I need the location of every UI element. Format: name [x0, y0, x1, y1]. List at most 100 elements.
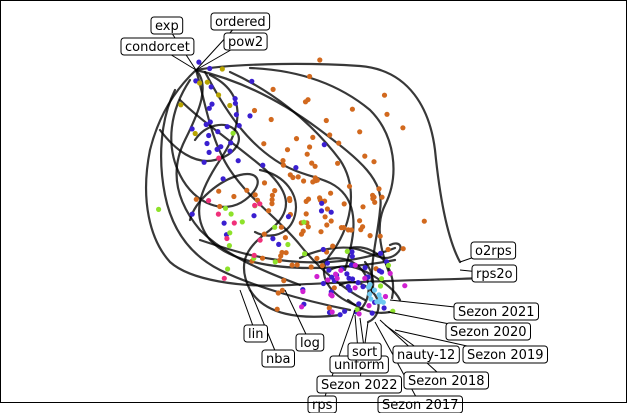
- data-point: [378, 276, 385, 282]
- data-point: [257, 237, 263, 243]
- data-point: [301, 178, 307, 184]
- label-text: ordered: [215, 15, 266, 30]
- label-sezon-2022: Sezon 2022: [316, 375, 402, 394]
- data-point: [318, 229, 324, 235]
- data-point: [376, 292, 382, 298]
- label-text: rps2o: [476, 267, 513, 282]
- data-point: [221, 220, 227, 226]
- data-point: [307, 144, 313, 150]
- data-point: [216, 188, 222, 194]
- data-point: [227, 102, 233, 109]
- data-point: [281, 278, 287, 284]
- data-point: [156, 206, 162, 212]
- data-point: [349, 249, 355, 255]
- data-point: [387, 270, 393, 276]
- data-point: [285, 241, 291, 248]
- data-point: [324, 222, 330, 228]
- label-text: condorcet: [125, 40, 190, 55]
- data-point: [384, 111, 390, 117]
- trajectory-path: [178, 98, 342, 318]
- data-point: [303, 211, 309, 217]
- trajectory-path: [228, 70, 357, 307]
- data-point: [206, 149, 212, 155]
- data-point: [270, 236, 276, 242]
- data-point: [227, 230, 233, 236]
- data-point: [232, 100, 238, 106]
- data-point: [192, 130, 198, 137]
- data-point: [261, 141, 267, 147]
- label-nba: nba: [261, 349, 295, 368]
- data-point: [349, 253, 355, 259]
- data-point: [348, 262, 355, 268]
- data-point: [276, 257, 283, 264]
- data-point: [382, 293, 389, 300]
- label-pow2: pow2: [223, 32, 268, 51]
- data-point: [381, 92, 388, 98]
- label-text: nauty-12: [397, 348, 455, 363]
- data-point: [289, 262, 295, 268]
- label-text: Sezon 2022: [321, 378, 397, 393]
- data-point: [203, 121, 209, 128]
- data-point: [400, 246, 406, 252]
- label-leader-nba: [249, 289, 279, 359]
- label-o2rps: o2rps: [470, 241, 517, 260]
- data-point: [299, 304, 305, 310]
- label-sezon-2021: Sezon 2021: [453, 302, 539, 321]
- data-point: [231, 193, 237, 200]
- data-point: [372, 199, 378, 205]
- data-point: [367, 233, 373, 239]
- trajectory-paths: [144, 62, 492, 324]
- data-point: [360, 204, 366, 210]
- data-point: [249, 78, 255, 84]
- data-point: [206, 132, 212, 139]
- data-point: [317, 57, 323, 63]
- data-point: [270, 86, 276, 92]
- data-point: [178, 102, 184, 108]
- data-point: [239, 219, 245, 225]
- label-log: log: [295, 333, 325, 352]
- data-point: [376, 299, 382, 305]
- label-box: [150, 16, 184, 35]
- label-text: exp: [155, 19, 179, 34]
- label-text: Sezon 2021: [458, 305, 534, 320]
- label-box: [261, 349, 295, 368]
- data-point: [349, 106, 355, 112]
- data-point: [224, 124, 230, 130]
- label-text: Sezon 2020: [450, 325, 526, 340]
- data-point: [349, 276, 356, 282]
- trajectory-path: [346, 298, 392, 314]
- data-point: [324, 206, 330, 212]
- trajectory-path: [318, 257, 370, 312]
- method-labels: exp ordered condorcet pow2 o2rps rps2o Sezon 2…: [120, 12, 548, 413]
- data-point: [326, 267, 332, 273]
- data-point: [282, 235, 288, 241]
- data-point: [214, 146, 220, 152]
- data-point: [217, 203, 223, 210]
- data-point: [295, 174, 301, 180]
- data-point: [272, 224, 278, 230]
- data-point: [376, 186, 382, 192]
- label-text: lin: [248, 327, 263, 342]
- data-point: [207, 65, 213, 72]
- data-point: [314, 273, 320, 280]
- data-point: [301, 219, 307, 225]
- label-condorcet: condorcet: [120, 37, 195, 56]
- data-point: [201, 159, 207, 165]
- data-point: [298, 231, 305, 237]
- label-box: [307, 395, 337, 413]
- label-rps: rps: [307, 395, 337, 413]
- trajectory-path: [194, 62, 462, 264]
- label-box: [347, 342, 382, 361]
- data-point: [362, 153, 368, 159]
- label-text: Sezon 2017: [382, 398, 458, 413]
- label-sezon-2019: Sezon 2019: [462, 345, 548, 364]
- data-point: [308, 264, 314, 270]
- data-point: [328, 218, 334, 224]
- data-point: [321, 142, 327, 148]
- trajectory-path: [338, 281, 380, 324]
- data-point: [252, 202, 258, 208]
- data-point: [380, 299, 386, 305]
- data-point: [285, 214, 292, 220]
- data-point: [207, 119, 213, 125]
